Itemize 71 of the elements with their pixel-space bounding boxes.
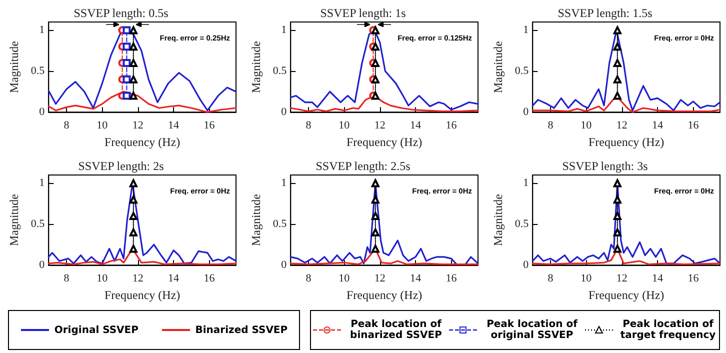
x-tick-label: 12 [132,120,144,132]
y-axis-title: Magnitude [249,194,263,246]
x-tick-label: 12 [616,272,628,285]
x-tick-label: 14 [168,272,180,285]
x-tick-label: 12 [374,272,386,285]
legend-label: Peak location of binarized SSVEP [349,319,443,341]
y-tick-label: 1 [39,24,45,36]
legend-label: Peak location of target frequency [619,319,717,341]
y-tick-label: 1 [39,177,45,190]
x-axis-title: Frequency (Hz) [104,135,180,149]
chart-title: SSVEP length: 2.5s [316,159,411,173]
y-tick-label: 0 [281,106,288,118]
x-axis-title: Frequency (Hz) [588,135,664,149]
y-tick-label: 0.5 [514,218,530,230]
chart-title: SSVEP length: 1.5s [558,6,653,20]
x-tick-label: 8 [64,120,70,132]
y-tick-label: 0 [39,259,46,272]
y-tick-label: 0 [281,259,288,272]
x-tick-label: 14 [410,272,422,285]
chart-title: SSVEP length: 1s [320,6,406,20]
x-tick-label: 16 [204,120,216,132]
y-tick-label: 0.5 [272,218,288,230]
chart-title: SSVEP length: 0.5s [74,6,169,20]
y-tick-label: 0.5 [272,65,288,78]
x-tick-label: 8 [548,272,554,285]
legend-label: Peak location of original SSVEP [486,319,578,341]
x-tick-label: 8 [64,272,70,285]
x-tick-label: 12 [374,120,386,132]
y-tick-label: 1 [281,177,287,190]
y-axis-title: Magnitude [491,194,505,246]
x-tick-label: 12 [132,272,144,285]
y-tick-label: 0 [523,259,530,272]
x-tick-label: 16 [204,272,216,285]
x-axis-title: Frequency (Hz) [346,135,422,149]
legend-label: Original SSVEP [54,324,138,336]
x-tick-label: 10 [96,272,108,285]
x-tick-label: 10 [580,272,592,285]
chart-title: SSVEP length: 2s [78,159,164,173]
x-tick-label: 14 [652,120,664,132]
x-tick-label: 14 [652,272,664,285]
y-tick-label: 0 [39,106,46,118]
x-tick-label: 8 [548,120,554,132]
y-tick-label: 1 [281,24,287,36]
x-tick-label: 10 [96,120,108,132]
y-tick-label: 0.5 [514,65,530,78]
x-tick-label: 16 [446,272,458,285]
x-axis-title: Frequency (Hz) [346,288,422,302]
x-tick-label: 14 [410,120,422,132]
y-axis-title: Magnitude [249,41,263,94]
y-axis-title: Magnitude [7,41,21,94]
x-axis-title: Frequency (Hz) [104,288,180,302]
x-axis-title: Frequency (Hz) [588,288,664,302]
legend-label: Binarized SSVEP [195,324,288,336]
x-tick-label: 10 [580,120,592,132]
y-axis-title: Magnitude [491,41,505,94]
x-tick-label: 10 [338,120,350,132]
x-tick-label: 16 [688,120,700,132]
x-tick-label: 16 [446,120,458,132]
x-tick-label: 14 [168,120,180,132]
y-tick-label: 0.5 [30,65,46,78]
y-tick-label: 0.5 [30,218,46,230]
x-tick-label: 16 [688,272,700,285]
x-tick-label: 10 [338,272,350,285]
y-tick-label: 0 [523,106,530,118]
chart-title: SSVEP length: 3s [562,159,648,173]
x-tick-label: 8 [306,272,312,285]
x-tick-label: 12 [616,120,628,132]
y-tick-label: 1 [523,24,529,36]
x-tick-label: 8 [306,120,312,132]
y-tick-label: 1 [523,177,529,190]
y-axis-title: Magnitude [7,194,21,246]
